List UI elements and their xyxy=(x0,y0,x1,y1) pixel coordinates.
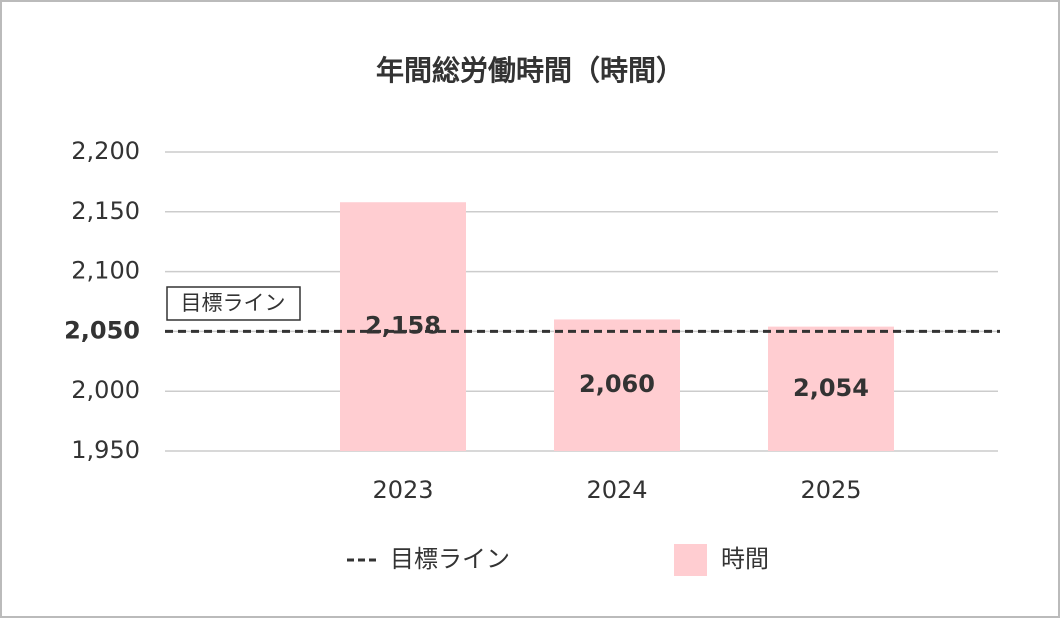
data-label: 2,060 xyxy=(579,370,655,398)
target-label: 目標ライン xyxy=(181,291,286,315)
legend-swatch xyxy=(674,544,707,576)
x-tick-label: 2024 xyxy=(586,476,647,504)
y-tick-label: 2,150 xyxy=(71,197,140,225)
y-tick-label: 2,200 xyxy=(71,137,140,165)
y-tick-label: 2,050 xyxy=(64,316,140,344)
y-tick-label: 2,000 xyxy=(71,376,140,404)
bar xyxy=(768,326,894,451)
legend-label: 時間 xyxy=(721,545,769,573)
chart-title: 年間総労働時間（時間） xyxy=(376,54,684,87)
data-label: 2,158 xyxy=(365,312,441,340)
y-tick-label: 1,950 xyxy=(71,436,140,464)
target-label-box xyxy=(166,286,301,321)
bar xyxy=(554,319,680,451)
x-tick-label: 2025 xyxy=(800,476,861,504)
y-tick-label: 2,100 xyxy=(71,257,140,285)
x-tick-label: 2023 xyxy=(372,476,433,504)
legend-target-label: 目標ライン xyxy=(390,545,510,573)
bar xyxy=(340,202,466,451)
data-label: 2,054 xyxy=(793,374,869,402)
